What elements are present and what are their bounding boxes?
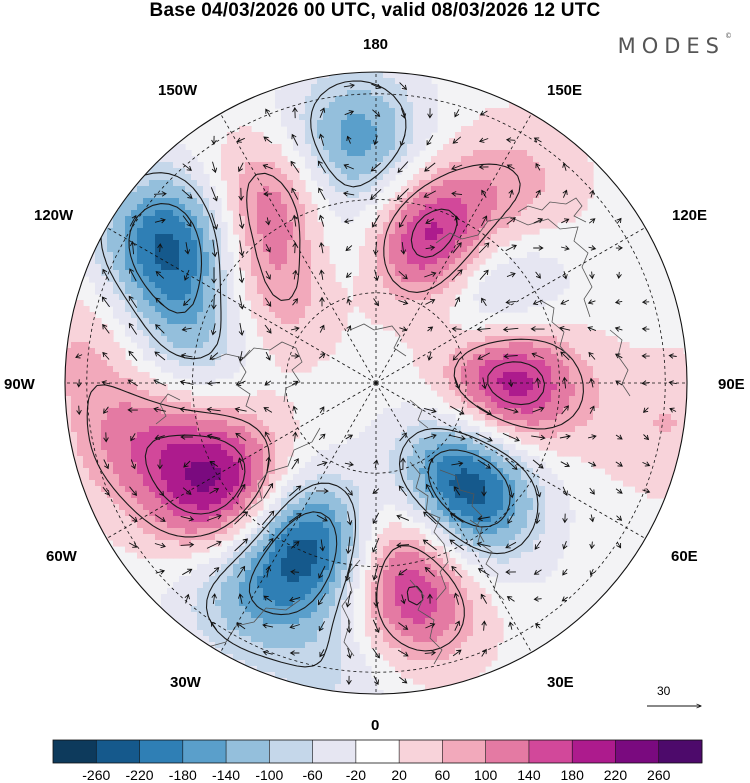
colorbar-tick-label: -100	[255, 767, 284, 783]
lon-label-180: 180	[363, 36, 389, 53]
lon-label-120e: 120E	[672, 207, 708, 224]
lon-label-90e: 90E	[718, 376, 745, 393]
colorbar-swatch	[442, 740, 487, 763]
lon-label-30e: 30E	[547, 674, 574, 691]
lon-label-30w: 30W	[170, 674, 201, 691]
colorbar-swatch	[226, 740, 270, 763]
lon-label-0: 0	[371, 717, 380, 734]
colorbar-tick-label: 20	[391, 767, 407, 783]
coastlines	[155, 197, 631, 665]
modes-logo-text: MODES	[617, 34, 725, 58]
colorbar-tick-label: 60	[434, 767, 451, 783]
colorbar-swatch	[615, 740, 660, 763]
lon-label-90w: 90W	[4, 376, 35, 393]
lon-label-150e: 150E	[547, 82, 583, 99]
colorbar-tick-label: -60	[302, 767, 323, 783]
colorbar-tick-label: 220	[603, 767, 628, 783]
colorbar-tick-label: 100	[473, 767, 498, 783]
wind-vectors	[75, 82, 677, 685]
colorbar-tick-label: -140	[212, 767, 241, 783]
colorbar-swatch	[355, 740, 400, 763]
colorbar	[52, 739, 703, 764]
colorbar-tick-label: 140	[517, 767, 541, 783]
colorbar-swatch	[139, 740, 184, 763]
colorbar-swatch	[399, 740, 443, 763]
map-boundary	[64, 71, 688, 695]
lon-label-120w: 120W	[34, 207, 74, 224]
map-title: Base 04/03/2026 00 UTC, valid 08/03/2026…	[149, 0, 601, 21]
reference-vector-label: 30	[657, 684, 671, 698]
copyright-mark: ©	[725, 32, 732, 40]
lon-label-60w: 60W	[46, 548, 77, 565]
colorbar-swatch	[485, 740, 530, 763]
colorbar-tick-label: -220	[125, 767, 154, 783]
modes-logo: MODES©	[617, 32, 732, 58]
colorbar-swatch	[658, 740, 703, 763]
colorbar-swatch	[312, 740, 357, 763]
colorbar-swatch	[528, 740, 573, 763]
colorbar-swatch	[96, 740, 140, 763]
contour-lines	[86, 80, 584, 668]
colorbar-swatch	[53, 740, 97, 763]
lon-label-60e: 60E	[671, 548, 698, 565]
lat-lon-grid	[65, 72, 687, 694]
colorbar-tick-label: -180	[168, 767, 197, 783]
colorbar-tick-label: -260	[82, 767, 111, 783]
colorbar-swatch	[269, 740, 313, 763]
colorbar-swatch	[182, 740, 227, 763]
colorbar-tick-label: -20	[345, 767, 366, 783]
colorbar-swatch	[572, 740, 616, 763]
colorbar-tick-label: 260	[647, 767, 671, 783]
lon-label-150w: 150W	[158, 82, 198, 99]
colorbar-tick-label: 180	[560, 767, 584, 783]
